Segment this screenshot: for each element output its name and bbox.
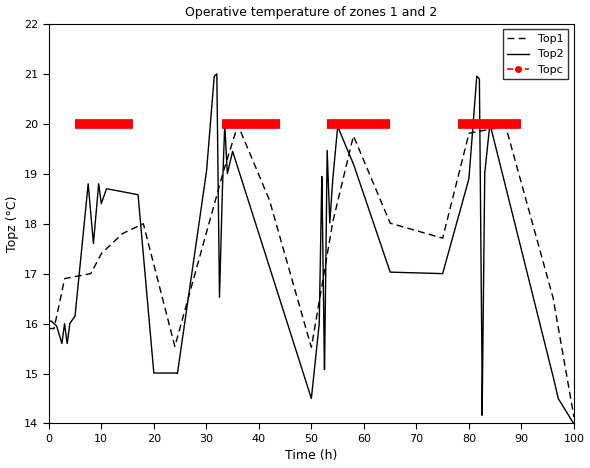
Top2	[360, 192, 368, 197]
X-axis label: Time (h): Time (h)	[285, 449, 337, 462]
Y-axis label: Topz (°C): Topz (°C)	[5, 196, 18, 252]
Top2	[45, 318, 53, 324]
Top2	[213, 71, 220, 77]
Line: Top2: Top2	[49, 74, 574, 424]
Top2	[387, 269, 394, 275]
Top1	[437, 235, 444, 241]
Top2	[246, 202, 253, 207]
Title: Operative temperature of zones 1 and 2: Operative temperature of zones 1 and 2	[185, 6, 438, 19]
Line: Top1: Top1	[49, 125, 574, 417]
Top1	[360, 158, 368, 163]
Legend: Top1, Top2, Topc: Top1, Top2, Topc	[503, 29, 568, 80]
Top1	[387, 220, 394, 226]
Top1	[477, 128, 484, 134]
Top2	[571, 421, 578, 427]
Top2	[140, 261, 148, 267]
Top1	[140, 224, 148, 230]
Top1	[45, 326, 53, 331]
Top1	[571, 414, 578, 420]
Top1	[246, 150, 253, 155]
Top2	[437, 271, 444, 277]
Top2	[477, 215, 484, 221]
Top1	[234, 122, 241, 128]
